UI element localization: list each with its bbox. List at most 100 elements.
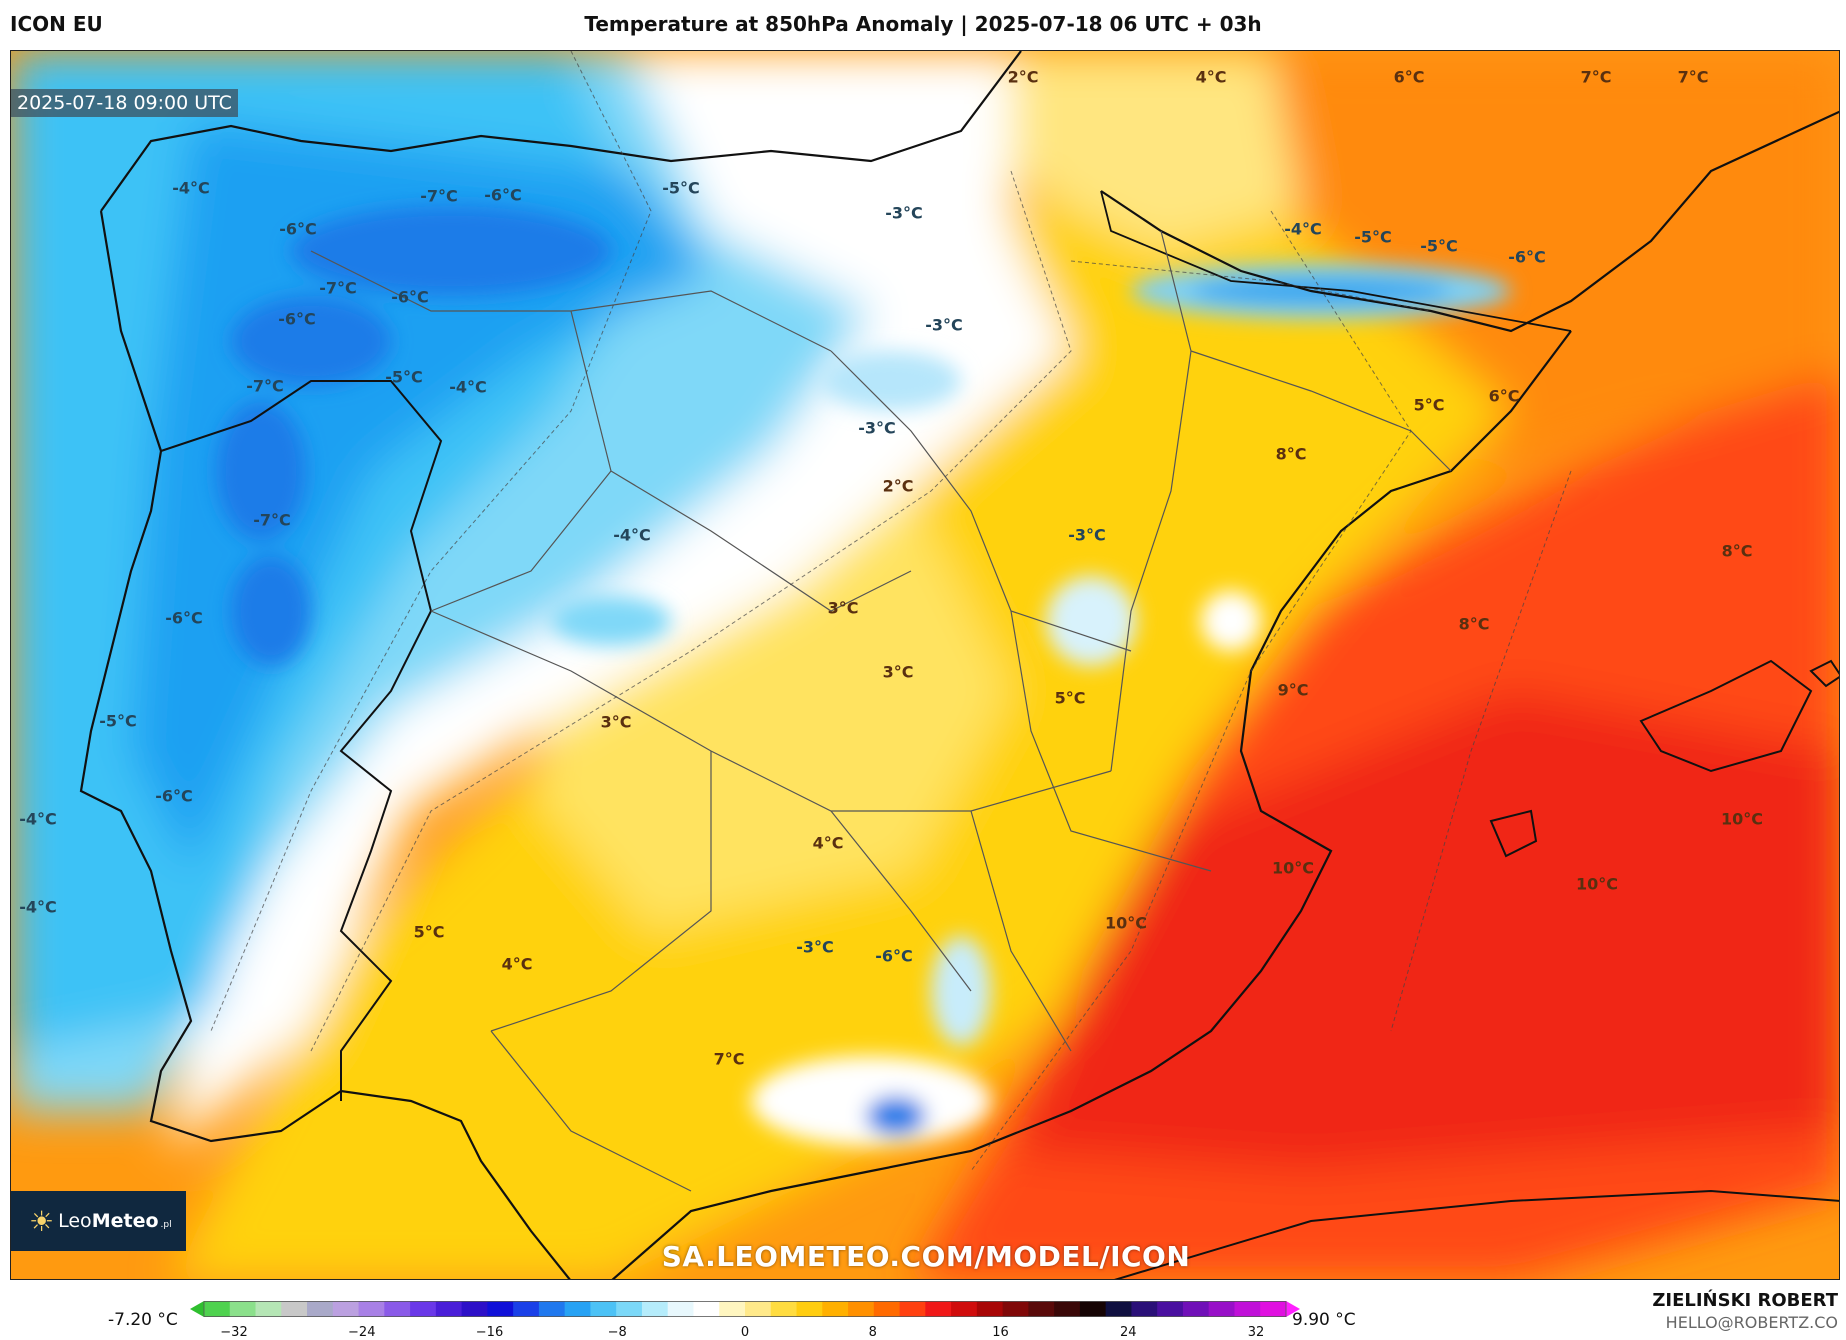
contour-label: -6°C xyxy=(165,608,203,628)
anomaly-map[interactable]: 2025-07-18 09:00 UTC 2°C 4°C 6°C 7°C 7°C -4°C… xyxy=(10,50,1840,1280)
contour-label: 10°C xyxy=(1271,858,1315,878)
contour-label: 7°C xyxy=(1677,67,1709,87)
contour-label: -4°C xyxy=(19,809,57,829)
colorbar-cell xyxy=(513,1301,540,1317)
colorbar-cell xyxy=(1028,1301,1055,1317)
colorbar-cell xyxy=(1260,1301,1287,1317)
colorbar-tick-label: −16 xyxy=(475,1325,504,1340)
colorbar-cell xyxy=(848,1301,875,1317)
contour-label: -4°C xyxy=(19,897,57,917)
colorbar-cell xyxy=(461,1301,488,1317)
contour-label: 10°C xyxy=(1104,913,1148,933)
colorbar-cell xyxy=(822,1301,849,1317)
colorbar-cell xyxy=(1131,1301,1158,1317)
contour-label: -5°C xyxy=(1354,227,1392,247)
contour-label: -7°C xyxy=(246,376,284,396)
contour-label: -6°C xyxy=(875,946,913,966)
colorbar-cell xyxy=(590,1301,617,1317)
contour-label: -4°C xyxy=(172,178,210,198)
author-name: ZIELIŃSKI ROBERT xyxy=(1652,1290,1838,1311)
colorbar-cell xyxy=(281,1301,308,1317)
author-email[interactable]: HELLO@ROBERTZ.CO xyxy=(1665,1313,1838,1332)
colorbar-cell xyxy=(616,1301,643,1317)
contour-label: -3°C xyxy=(858,418,896,438)
contour-label: 2°C xyxy=(1007,67,1039,87)
contour-label: 7°C xyxy=(713,1049,745,1069)
chart-title: Temperature at 850hPa Anomaly | 2025-07-… xyxy=(584,12,1262,36)
contour-label: -6°C xyxy=(279,219,317,239)
colorbar-cell xyxy=(307,1301,334,1317)
logo-brand-light: Leo xyxy=(58,1210,92,1232)
map-canvas xyxy=(11,51,1839,1279)
contour-label: 4°C xyxy=(1195,67,1227,87)
colorbar-cell xyxy=(564,1301,592,1317)
contour-label: -5°C xyxy=(385,367,423,387)
contour-label: -3°C xyxy=(796,937,834,957)
colorbar-max-label: 9.90 °C xyxy=(1292,1310,1356,1330)
colorbar-cell xyxy=(719,1301,746,1317)
regional-borders xyxy=(310,230,1452,1192)
colorbar-cell xyxy=(538,1301,566,1317)
colorbar-cell xyxy=(667,1301,695,1317)
contour-label: -7°C xyxy=(253,510,291,530)
colorbar-cell xyxy=(435,1301,463,1317)
contour-label: 3°C xyxy=(600,712,632,732)
contour-label: 4°C xyxy=(812,833,844,853)
contour-label: 6°C xyxy=(1393,67,1425,87)
colorbar-cell xyxy=(1105,1301,1133,1317)
contour-label: 2°C xyxy=(882,476,914,496)
contour-label: 3°C xyxy=(827,598,859,618)
colorbar-cell xyxy=(1234,1301,1261,1317)
contour-label: 10°C xyxy=(1575,874,1619,894)
colorbar-tick-label: −8 xyxy=(607,1325,627,1340)
colorbar-tick-label: 24 xyxy=(1119,1325,1137,1340)
ibiza-island xyxy=(1489,809,1538,858)
colorbar-cell xyxy=(358,1301,385,1317)
logo-brand-bold: Meteo xyxy=(91,1210,159,1232)
valid-time-badge: 2025-07-18 09:00 UTC xyxy=(11,89,238,117)
contour-label: -6°C xyxy=(391,287,429,307)
contour-label: -6°C xyxy=(1508,247,1546,267)
contour-label: -6°C xyxy=(155,786,193,806)
contour-label: 5°C xyxy=(1054,688,1086,708)
source-watermark: SA.LEOMETEO.COM/MODEL/ICON xyxy=(661,1240,1191,1273)
colorbar-cell xyxy=(796,1301,823,1317)
contour-label: 5°C xyxy=(413,922,445,942)
logo-suffix: .pl xyxy=(160,1220,172,1230)
colorbar-tick-label: 0 xyxy=(740,1325,750,1340)
colorbar-cell xyxy=(204,1301,231,1317)
colorbar-cell xyxy=(255,1301,282,1317)
colorbar-tick-label: 8 xyxy=(868,1325,877,1340)
contour-label: -6°C xyxy=(484,185,522,205)
contour-label: -5°C xyxy=(1420,236,1458,256)
contour-label: 8°C xyxy=(1275,444,1307,464)
colorbar-cell xyxy=(693,1301,720,1317)
model-name: ICON EU xyxy=(10,12,103,36)
colorbar-arrow-low xyxy=(190,1301,204,1317)
colorbar-cell xyxy=(1054,1301,1081,1317)
colorbar-cell xyxy=(332,1301,360,1317)
colorbar-cell xyxy=(925,1301,952,1317)
colorbar-cell xyxy=(1182,1301,1210,1317)
contour-label: 10°C xyxy=(1720,809,1764,829)
portugal-border xyxy=(160,380,443,1101)
contour-label: -5°C xyxy=(662,178,700,198)
contour-label: 7°C xyxy=(1580,67,1612,87)
france-border xyxy=(1100,190,1572,332)
leometeo-logo[interactable]: ☀ Leo Meteo .pl xyxy=(11,1191,186,1251)
contour-label: 8°C xyxy=(1721,541,1753,561)
contour-label: 5°C xyxy=(1413,395,1445,415)
colorbar-tick-label: −32 xyxy=(220,1325,248,1340)
contour-label: -4°C xyxy=(613,525,651,545)
colorbar-tick-label: 16 xyxy=(992,1325,1009,1340)
colorbar-cell xyxy=(1208,1301,1236,1317)
contour-label: -3°C xyxy=(885,203,923,223)
contour-label: -7°C xyxy=(319,278,357,298)
iberia-coastline xyxy=(79,51,1839,1279)
colorbar-cell xyxy=(410,1301,437,1317)
colorbar-min-label: -7.20 °C xyxy=(108,1310,178,1330)
contour-label: 6°C xyxy=(1488,386,1520,406)
colorbar-cell xyxy=(641,1301,669,1317)
colorbar-cell xyxy=(873,1301,901,1317)
contour-label: 9°C xyxy=(1277,680,1309,700)
